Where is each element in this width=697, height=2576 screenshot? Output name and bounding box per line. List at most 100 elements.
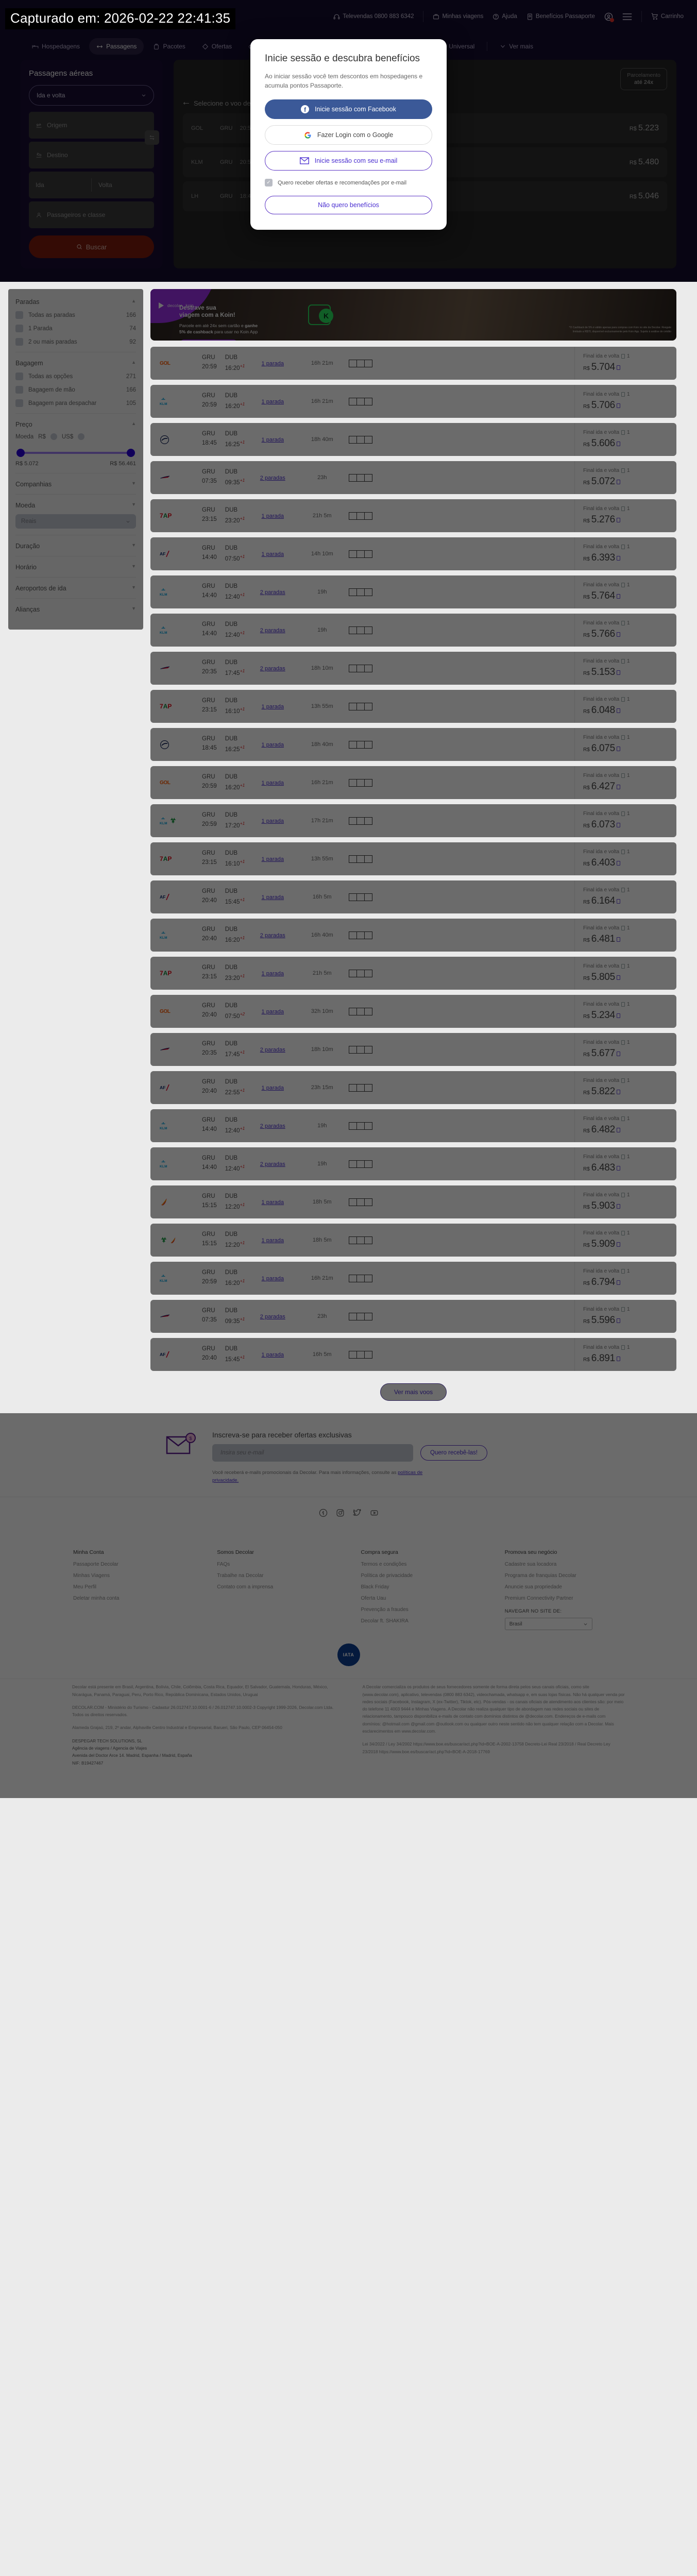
nav-item-ver-mais[interactable]: Ver mais — [492, 38, 540, 55]
stops-link[interactable]: 1 parada — [261, 704, 284, 710]
chevron-up-icon[interactable]: ▲ — [131, 421, 136, 426]
filter-group-duracao[interactable]: Duração ▼ — [15, 535, 136, 556]
slider-handle-max[interactable] — [127, 449, 135, 457]
info-icon[interactable] — [616, 1052, 620, 1056]
filter-group-companhias[interactable]: Companhias ▼ — [15, 473, 136, 495]
footer-link[interactable]: Contato com a imprensa — [217, 1584, 274, 1590]
flight-row[interactable]: 7AP GRU 23:15 DUB 16:10+1 1 parada 13h 5… — [150, 842, 676, 875]
chevron-down-icon[interactable]: ▼ — [131, 481, 136, 486]
flight-row[interactable]: KLM GRU 20:59 DUB 16:20+1 1 parada 16h 2… — [150, 385, 676, 418]
chevron-down-icon[interactable]: ▼ — [131, 564, 136, 569]
facebook-icon[interactable] — [319, 1509, 328, 1517]
footer-link[interactable]: Deletar minha conta — [73, 1596, 120, 1602]
info-icon[interactable] — [616, 365, 620, 370]
info-icon[interactable] — [616, 1166, 620, 1171]
info-icon[interactable] — [616, 975, 620, 980]
checkbox-checked-icon[interactable]: ✓ — [265, 179, 273, 187]
flight-row[interactable]: 7AP GRU 23:15 DUB 23:20+1 1 parada 21h 5… — [150, 957, 676, 990]
flight-row[interactable]: AF GRU 20:40 DUB 15:45+1 1 parada 16h 5m… — [150, 880, 676, 913]
info-icon[interactable] — [616, 823, 620, 827]
flight-row[interactable]: GRU 15:15 DUB 12:20+1 1 parada 18h 5m Fi… — [150, 1224, 676, 1257]
info-icon[interactable] — [616, 1242, 620, 1247]
chevron-down-icon[interactable]: ▼ — [131, 543, 136, 548]
stops-link[interactable]: 1 parada — [261, 1238, 284, 1244]
footer-link[interactable]: Trabalhe na Decolar — [217, 1573, 264, 1579]
flight-row[interactable]: KLM GRU 14:40 DUB 12:40+1 2 paradas 19h … — [150, 1109, 676, 1142]
newsletter-email-input[interactable]: Insira seu e-mail — [212, 1444, 413, 1462]
footer-link[interactable]: Premium Connectivity Partner — [504, 1596, 573, 1602]
stops-link[interactable]: 1 parada — [261, 1276, 284, 1282]
stops-link[interactable]: 2 paradas — [260, 1047, 285, 1053]
email-login-button[interactable]: Inicie sessão com seu e-mail — [265, 151, 432, 171]
filter-option[interactable]: 2 ou mais paradas 92 — [15, 338, 136, 346]
nav-item-passagens[interactable]: Passagens — [89, 38, 144, 55]
chevron-up-icon[interactable]: ▲ — [131, 360, 136, 365]
header-minhas-viagens[interactable]: Minhas viagens — [433, 13, 483, 20]
info-icon[interactable] — [616, 632, 620, 637]
stops-link[interactable]: 2 paradas — [260, 628, 285, 634]
checkbox-icon[interactable] — [15, 372, 23, 380]
filter-option[interactable]: Bagagem de mão 166 — [15, 386, 136, 394]
info-icon[interactable] — [616, 1280, 620, 1285]
filter-option[interactable]: Todas as paradas 166 — [15, 311, 136, 319]
flight-row[interactable]: 7AP GRU 23:15 DUB 23:20+1 1 parada 21h 5… — [150, 499, 676, 532]
nav-item-hospedagens[interactable]: Hospedagens — [25, 38, 87, 55]
flight-row[interactable]: KLM GRU 14:40 DUB 12:40+1 2 paradas 19h … — [150, 575, 676, 608]
flight-row[interactable]: AF GRU 20:40 DUB 22:55+1 1 parada 23h 15… — [150, 1071, 676, 1104]
flight-row[interactable]: AF GRU 20:40 DUB 15:45+1 1 parada 16h 5m… — [150, 1338, 676, 1371]
flight-row[interactable]: GOL GRU 20:40 DUB 07:50+2 1 parada 32h 1… — [150, 995, 676, 1028]
ver-mais-voos-button[interactable]: Ver mais voos — [380, 1383, 447, 1401]
flight-row[interactable]: GRU 07:35 DUB 09:35+1 2 paradas 23h Fina… — [150, 1300, 676, 1333]
passengers-class-input[interactable]: Passageiros e classe — [29, 201, 154, 228]
info-icon[interactable] — [616, 1013, 620, 1018]
depart-date-field[interactable]: Ida — [29, 181, 91, 189]
stops-link[interactable]: 1 parada — [261, 780, 284, 786]
info-icon[interactable] — [616, 403, 620, 408]
flight-row[interactable]: KLM GRU 20:40 DUB 16:20+1 2 paradas 16h … — [150, 919, 676, 952]
destination-input[interactable]: Destino — [29, 142, 154, 168]
footer-link[interactable]: Prevenção a fraudes — [361, 1607, 409, 1613]
stops-link[interactable]: 1 parada — [261, 1009, 284, 1015]
flight-row[interactable]: KLM GRU 14:40 DUB 12:40+1 2 paradas 19h … — [150, 614, 676, 647]
trip-type-select[interactable]: Ida e volta — [29, 85, 154, 106]
flight-row[interactable]: 7AP GRU 23:15 DUB 16:10+1 1 parada 13h 5… — [150, 690, 676, 723]
header-beneficios-passaporte[interactable]: Benefícios Passaporte — [526, 13, 595, 20]
chevron-down-icon[interactable]: ▼ — [131, 502, 136, 507]
filter-option[interactable]: Todas as opções 271 — [15, 372, 136, 380]
info-icon[interactable] — [616, 594, 620, 599]
nav-item-ofertas[interactable]: Ofertas — [195, 38, 239, 55]
radio-brl-icon[interactable] — [50, 433, 57, 440]
info-icon[interactable] — [616, 556, 620, 561]
footer-link[interactable]: Programa de franquias Decolar — [504, 1573, 576, 1579]
radio-usd-icon[interactable] — [78, 433, 85, 440]
checkbox-icon[interactable] — [15, 311, 23, 319]
stops-link[interactable]: 1 parada — [261, 1199, 284, 1206]
filter-group-aeroportos[interactable]: Aeroportos de ida ▼ — [15, 578, 136, 599]
info-icon[interactable] — [616, 899, 620, 904]
date-range-input[interactable]: Ida Volta — [29, 172, 154, 198]
swap-airports-button[interactable] — [145, 130, 159, 145]
chevron-up-icon[interactable]: ▲ — [131, 298, 136, 303]
chevron-down-icon[interactable]: ▼ — [131, 606, 136, 611]
checkbox-icon[interactable] — [15, 386, 23, 394]
stops-link[interactable]: 1 parada — [261, 856, 284, 862]
stops-link[interactable]: 2 paradas — [260, 1314, 285, 1320]
stops-link[interactable]: 2 paradas — [260, 666, 285, 672]
hamburger-menu-button[interactable] — [622, 13, 632, 21]
info-icon[interactable] — [616, 861, 620, 866]
cart-button[interactable]: Carrinho — [651, 13, 684, 20]
flight-row[interactable]: KLM GRU 20:59 DUB 17:20+1 1 parada 17h 2… — [150, 804, 676, 837]
koin-promo-banner[interactable]: decolar koin Destrave sua viagem com a Ko… — [150, 289, 676, 341]
footer-link[interactable]: Meu Perfil — [73, 1584, 97, 1590]
stops-link[interactable]: 1 parada — [261, 551, 284, 557]
footer-link[interactable]: Decolar ft. SHAKIRA — [361, 1618, 409, 1624]
search-button[interactable]: Buscar — [29, 235, 154, 258]
filter-option[interactable]: 1 Parada 74 — [15, 325, 136, 332]
footer-link[interactable]: Anuncie sua propriedade — [504, 1584, 562, 1590]
footer-link[interactable]: FAQs — [217, 1562, 230, 1568]
footer-link[interactable]: Cadastre sua locadora — [504, 1562, 557, 1568]
info-icon[interactable] — [616, 747, 620, 751]
header-ajuda[interactable]: Ajuda — [492, 13, 517, 20]
stops-link[interactable]: 2 paradas — [260, 1161, 285, 1167]
footer-link[interactable]: Política de privacidade — [361, 1573, 413, 1579]
